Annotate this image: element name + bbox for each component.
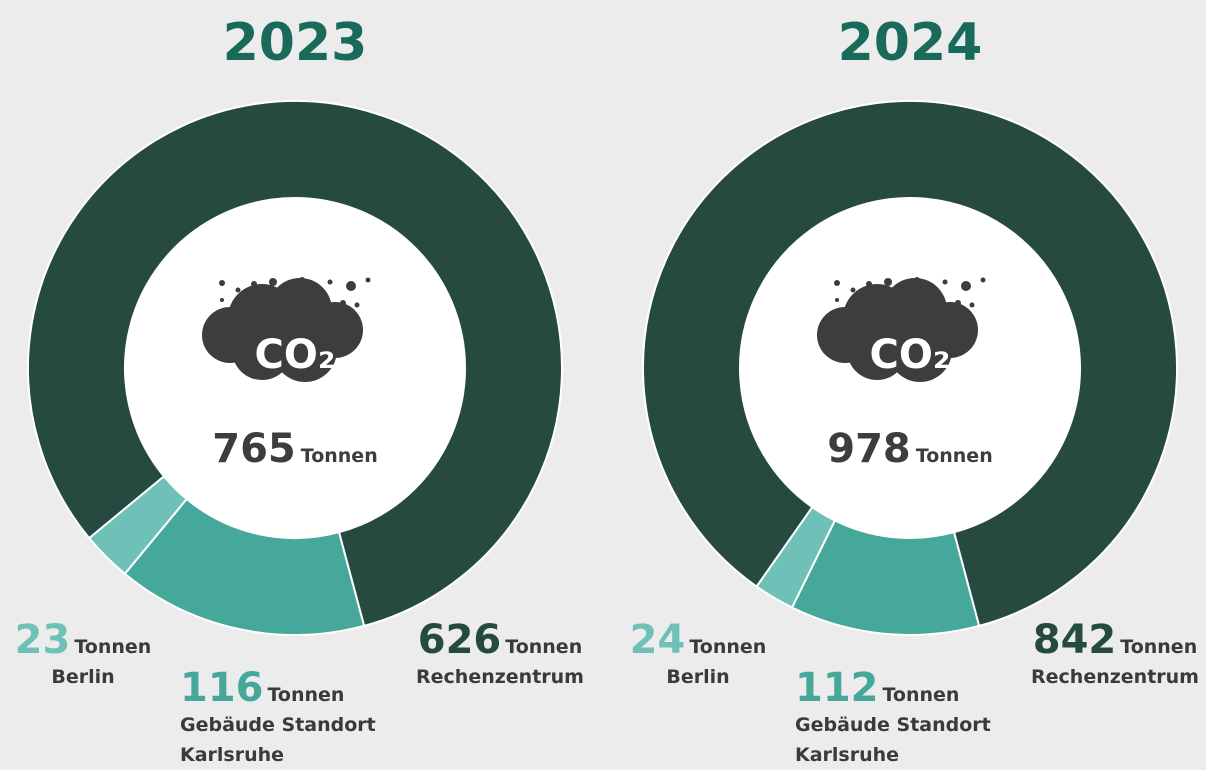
particle [841,315,847,321]
particle [327,279,333,285]
particle [354,302,360,308]
particle [346,281,356,291]
segment-name: Rechenzentrum [1031,666,1199,688]
icon-label: CO₂ [255,332,336,378]
particle [850,287,856,293]
particle [269,278,277,286]
particle [282,297,288,303]
particle [859,297,863,301]
segment-value: 626 [417,617,502,663]
label-value-line: 23 Tonnen [0,620,193,662]
particle [231,303,237,309]
segment-label: 842 Tonnen Rechenzentrum [1005,620,1206,692]
segment-unit: Tonnen [882,684,960,706]
segment-label: 112 Tonnen Gebäude Standort Karlsruhe [795,668,1015,770]
particle [313,284,319,290]
particle [235,287,241,293]
particle [897,297,903,303]
total-value: 978 [827,426,911,472]
total-unit: Tonnen [301,445,378,467]
particle [251,281,257,287]
segment-label: 116 Tonnen Gebäude Standort Karlsruhe [180,668,400,770]
icon-label: CO₂ [870,332,951,378]
segment-name: Berlin [666,666,730,688]
label-value-line: 626 Tonnen [390,620,610,662]
donut-panel: 2024 CO₂ 978 Tonnen 842 Tonnen Rechenzentrum 11… [615,0,1206,769]
segment-unit: Tonnen [74,636,152,658]
total-group: 978 Tonnen [827,426,992,472]
co2-icon [817,277,986,382]
segment-name: Berlin [51,666,115,688]
segment-unit: Tonnen [1120,636,1198,658]
particle [938,297,944,303]
segment-value: 24 [629,617,686,663]
particle [980,277,986,283]
cloud-part [273,318,337,382]
segment-value: 112 [795,665,879,711]
segment-value: 842 [1032,617,1117,663]
segment-name: Gebäude Standort Karlsruhe [795,714,991,766]
particle [219,280,225,286]
segment-unit: Tonnen [505,636,583,658]
cloud-part [888,318,952,382]
particle [928,284,934,290]
segment-value: 23 [14,617,71,663]
particle [323,297,329,303]
donut-chart: 2023 CO₂ 765 Tonnen [27,13,563,636]
particle [299,277,305,283]
co2-icon [202,277,371,382]
donut-panel: 2023 CO₂ 765 Tonnen 626 Tonnen Rechenzentrum 11… [0,0,603,769]
particle [866,281,872,287]
particle [846,303,852,309]
donut-segment [642,100,1178,628]
segment-label: 24 Tonnen Berlin [588,620,808,692]
particle [969,302,975,308]
total-value: 765 [212,426,296,472]
particle [349,317,355,323]
particle [898,286,904,292]
segment-name: Gebäude Standort Karlsruhe [180,714,376,766]
label-value-line: 842 Tonnen [1005,620,1206,662]
total-group: 765 Tonnen [212,426,377,472]
label-value-line: 24 Tonnen [588,620,808,662]
particle [964,317,970,323]
chart-title: 2023 [223,13,368,73]
segment-unit: Tonnen [689,636,767,658]
chart-title: 2024 [838,13,983,73]
segment-value: 116 [180,665,264,711]
particle [340,300,346,306]
particle [910,290,920,300]
particle [955,300,961,306]
particle [942,279,948,285]
particle [226,315,232,321]
particle [220,298,224,302]
particle [834,280,840,286]
segment-label: 626 Tonnen Rechenzentrum [390,620,610,692]
label-value-line: 116 Tonnen [180,668,400,710]
particle [295,290,305,300]
label-value-line: 112 Tonnen [795,668,1015,710]
donut-chart: 2024 CO₂ 978 Tonnen [642,13,1178,636]
total-unit: Tonnen [916,445,993,467]
particle [884,278,892,286]
particle [244,297,248,301]
particle [365,277,371,283]
particle [961,281,971,291]
particle [914,277,920,283]
segment-unit: Tonnen [267,684,345,706]
segment-label: 23 Tonnen Berlin [0,620,193,692]
particle [283,286,289,292]
segment-name: Rechenzentrum [416,666,584,688]
particle [835,298,839,302]
